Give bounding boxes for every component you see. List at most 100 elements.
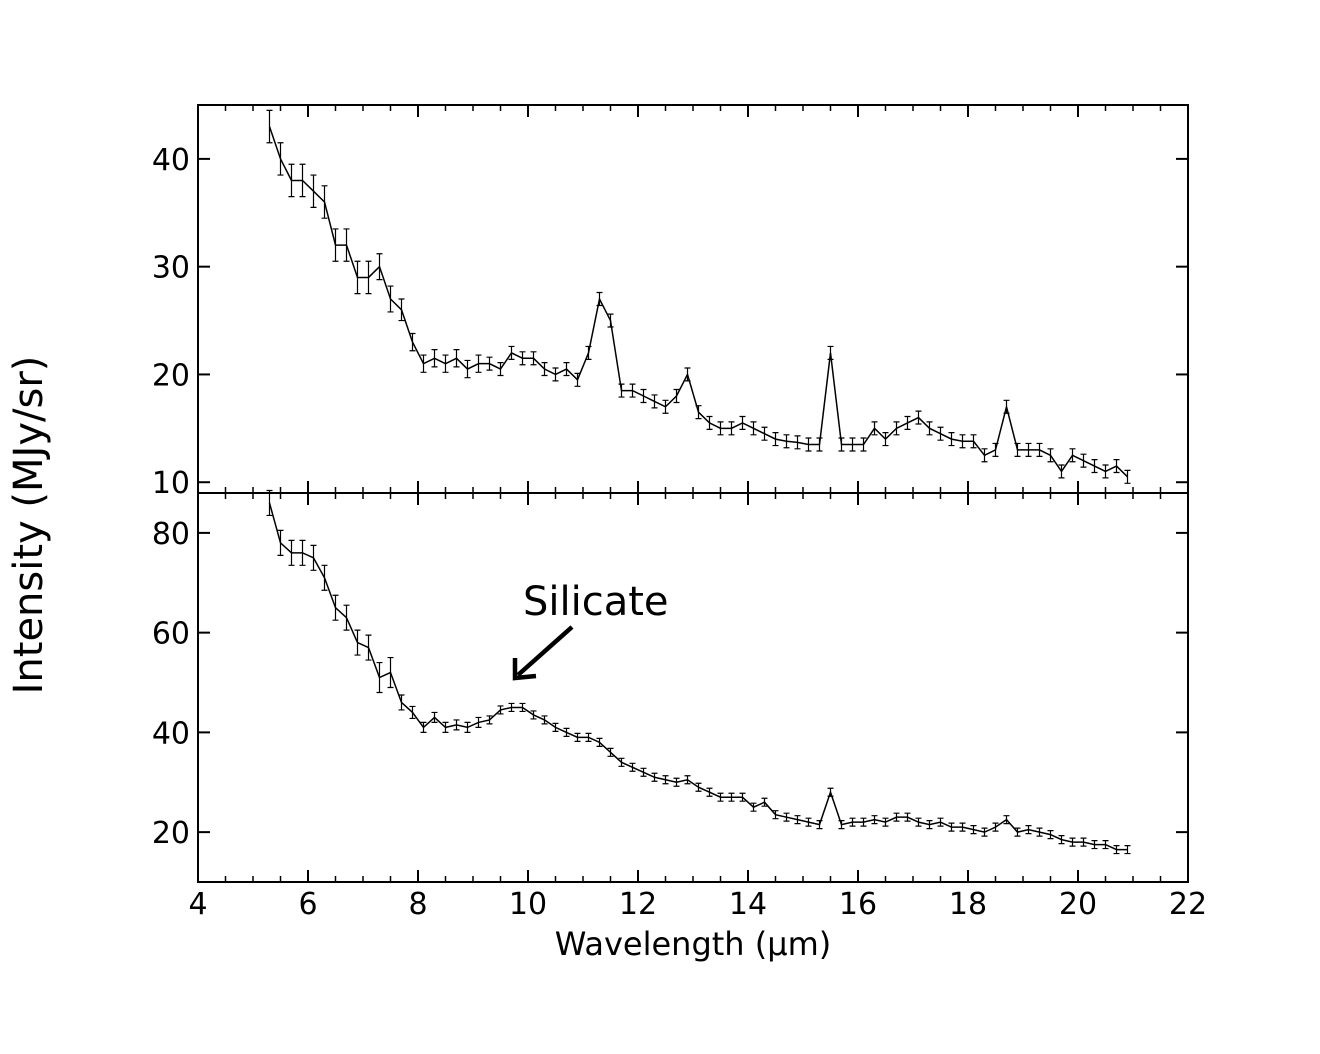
error-bar — [959, 434, 966, 449]
error-bar — [629, 762, 636, 772]
error-bar — [508, 345, 515, 360]
error-bar — [849, 817, 856, 827]
error-bar — [541, 361, 548, 377]
error-bar — [1058, 835, 1065, 845]
error-bar — [563, 727, 570, 737]
error-bar — [882, 817, 889, 827]
error-bar — [365, 634, 372, 661]
annotation-arrow — [512, 625, 574, 681]
error-bar — [1036, 442, 1043, 457]
error-bar — [948, 822, 955, 832]
error-bar — [904, 415, 911, 431]
error-bar — [871, 421, 878, 436]
error-bar — [706, 787, 713, 797]
error-bar — [409, 705, 416, 720]
x-tick-label: 16 — [839, 887, 877, 922]
error-bar — [915, 410, 922, 425]
error-bar — [266, 109, 273, 144]
error-bar — [871, 815, 878, 825]
error-bar — [398, 694, 405, 711]
error-bar — [761, 797, 768, 807]
error-bar — [1102, 464, 1109, 479]
error-bar — [596, 737, 603, 747]
error-bar — [794, 815, 801, 825]
error-bar — [860, 437, 867, 452]
error-bar — [321, 564, 328, 591]
error-bar — [882, 432, 889, 447]
error-bar — [761, 426, 768, 441]
error-bar — [332, 228, 339, 262]
error-bar — [640, 767, 647, 777]
error-bar — [420, 354, 427, 373]
y-tick-label: 30 — [152, 251, 190, 286]
error-bar — [662, 775, 669, 785]
error-bar — [970, 825, 977, 835]
error-bar — [816, 437, 823, 452]
x-tick-label: 22 — [1169, 887, 1207, 922]
error-bar — [299, 163, 306, 198]
error-bar — [288, 163, 295, 198]
x-tick-label: 6 — [298, 887, 317, 922]
error-bar — [717, 421, 724, 436]
error-bar — [1091, 840, 1098, 850]
error-bar — [1113, 458, 1120, 474]
y-tick-label: 10 — [152, 466, 190, 501]
x-tick-label: 4 — [188, 887, 207, 922]
error-bar — [585, 732, 592, 742]
error-bar — [706, 415, 713, 431]
error-bar — [1058, 464, 1065, 479]
error-bar — [1080, 453, 1087, 468]
error-bar — [618, 383, 625, 398]
error-bar — [651, 394, 658, 409]
error-bar — [1025, 825, 1032, 835]
error-bar — [310, 174, 317, 208]
error-bar — [772, 810, 779, 820]
error-bar — [629, 383, 636, 398]
error-bar — [464, 359, 471, 379]
y-tick-label: 40 — [152, 716, 190, 751]
error-bar — [332, 594, 339, 621]
error-bar — [695, 405, 702, 420]
y-tick-label: 40 — [152, 143, 190, 178]
error-bar — [596, 291, 603, 307]
error-bar — [409, 332, 416, 352]
error-bar — [420, 721, 427, 733]
error-bar — [1014, 442, 1021, 457]
error-bar — [783, 812, 790, 822]
error-bar — [772, 432, 779, 447]
error-bar — [805, 437, 812, 452]
error-bar — [563, 361, 570, 377]
arrow-shaft — [516, 625, 574, 677]
error-bar — [519, 702, 526, 713]
error-bar — [849, 437, 856, 452]
error-bar — [486, 715, 493, 725]
error-bar — [838, 820, 845, 830]
x-tick-label: 18 — [949, 887, 987, 922]
error-bar — [717, 792, 724, 802]
y-tick-label: 60 — [152, 617, 190, 652]
y-axis-label: Intensity (MJy/sr) — [6, 356, 52, 695]
error-bar — [1069, 837, 1076, 847]
error-bar — [827, 787, 834, 797]
error-bar — [1091, 458, 1098, 474]
error-bar — [277, 529, 284, 556]
error-bar — [475, 354, 482, 373]
error-bar — [530, 351, 537, 366]
error-bar — [1080, 837, 1087, 847]
error-bar — [497, 361, 504, 377]
error-bar — [266, 489, 273, 517]
error-bar — [926, 820, 933, 830]
x-tick-label: 14 — [729, 887, 767, 922]
error-bar — [398, 298, 405, 322]
error-bar — [497, 705, 504, 715]
error-bar — [354, 260, 361, 295]
error-bar — [827, 345, 834, 360]
error-bar — [486, 356, 493, 371]
error-bar — [585, 345, 592, 360]
error-bar — [1113, 844, 1120, 855]
error-bar — [1025, 442, 1032, 457]
error-bar — [310, 544, 317, 571]
error-bar — [552, 722, 559, 732]
annotation: Silicate — [523, 579, 669, 625]
